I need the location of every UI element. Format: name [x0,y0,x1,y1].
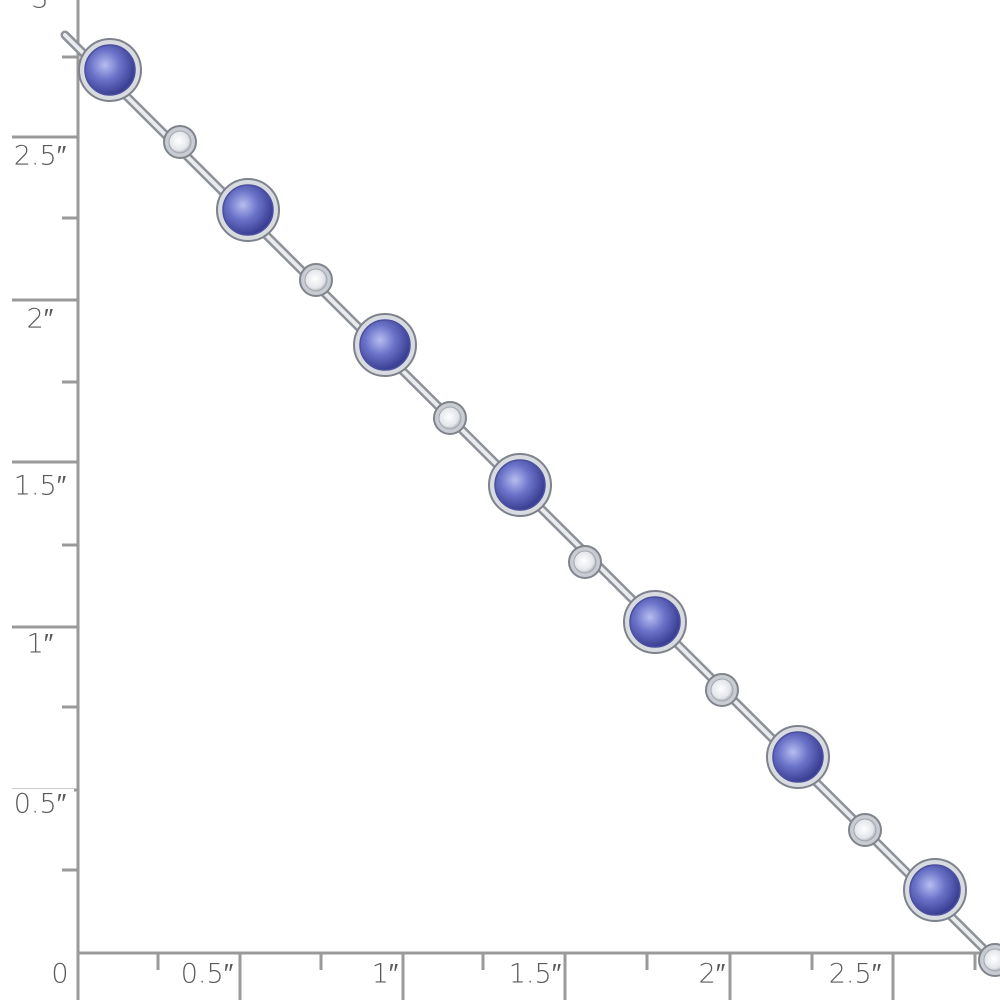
bracelet [60,30,1000,977]
white-stone [710,678,734,702]
tanzanite-stone [629,596,681,648]
ruler-label: 1.5″ [14,471,67,502]
white-stone [853,818,877,842]
tanzanite-stone [84,44,136,96]
label-background [6,471,74,503]
ruler-label: 2.5″ [829,959,882,990]
label-background [6,0,74,16]
ruler-label: 1″ [27,629,54,660]
ruler-label: 1.5″ [509,959,562,990]
ruler-label: 2″ [699,959,726,990]
ruler-label: 0.5″ [181,959,234,990]
ruler: 3 2.5″ 2″ 1.5″ 1″ 0.5″ 0 0.5″ 1″ 1.5″ 2″ 2.5″ [6,0,1000,1000]
tanzanite-stone [772,731,824,783]
label-background [6,789,74,821]
ruler-label: 2.5″ [14,141,67,172]
label-background [6,141,74,173]
ruler-label: 0.5″ [14,789,67,820]
white-stone [168,130,192,154]
label-background [6,304,74,336]
white-stone [304,268,328,292]
white-stone [983,948,1000,972]
ruler-label: 1″ [372,959,399,990]
tanzanite-stone [494,459,546,511]
white-stone [438,406,462,430]
white-stone [573,550,597,574]
ruler-label: 0 [51,959,68,990]
tanzanite-stone [222,184,274,236]
label-background [6,629,74,661]
ruler-label: 3 [31,0,48,15]
tanzanite-stone [909,864,961,916]
ruler-label: 2″ [27,304,54,335]
tanzanite-stone [359,319,411,371]
